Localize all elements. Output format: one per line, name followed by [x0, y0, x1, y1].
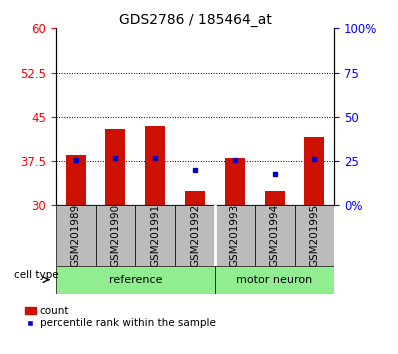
Title: GDS2786 / 185464_at: GDS2786 / 185464_at — [119, 13, 271, 27]
Bar — [105, 129, 125, 205]
Text: GSM201992: GSM201992 — [190, 204, 200, 267]
Bar — [185, 190, 205, 205]
Bar — [265, 190, 285, 205]
Text: reference: reference — [109, 275, 162, 285]
Text: GSM201995: GSM201995 — [309, 204, 320, 267]
Bar — [56, 266, 215, 294]
Bar — [145, 126, 165, 205]
Bar — [96, 205, 135, 266]
Text: GSM201994: GSM201994 — [269, 204, 280, 267]
Bar — [215, 266, 334, 294]
Bar — [295, 205, 334, 266]
Bar — [135, 205, 175, 266]
Text: GSM201993: GSM201993 — [230, 204, 240, 267]
Legend: count, percentile rank within the sample: count, percentile rank within the sample — [25, 306, 216, 328]
Bar — [304, 137, 324, 205]
Bar — [255, 205, 295, 266]
Bar — [215, 205, 255, 266]
Bar — [66, 155, 86, 205]
Text: GSM201991: GSM201991 — [150, 204, 160, 267]
Text: motor neuron: motor neuron — [236, 275, 313, 285]
Text: GSM201989: GSM201989 — [70, 204, 81, 267]
Bar — [225, 158, 245, 205]
Text: cell type: cell type — [14, 270, 59, 280]
Text: GSM201990: GSM201990 — [110, 204, 121, 267]
Bar — [175, 205, 215, 266]
Bar — [56, 205, 96, 266]
